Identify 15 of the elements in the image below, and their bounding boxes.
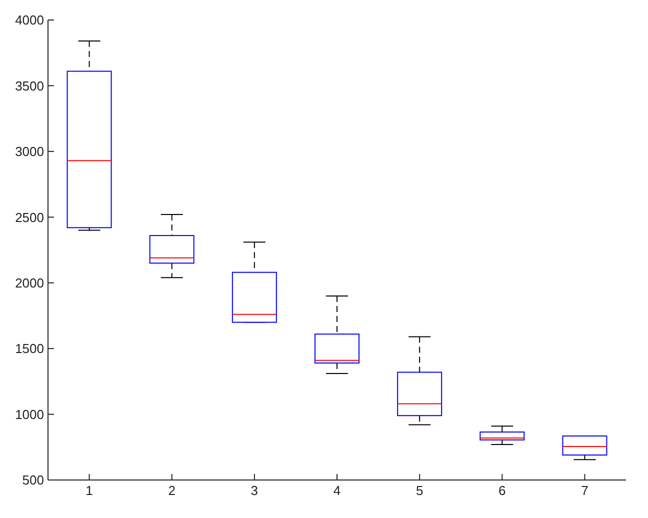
y-tick-label: 3500 <box>15 78 44 94</box>
x-tick-label: 3 <box>250 483 258 498</box>
y-tick-label: 2500 <box>15 210 44 225</box>
y-tick-label: 1000 <box>15 406 44 422</box>
x-tick-label: 1 <box>86 483 93 498</box>
x-tick-label: 5 <box>416 483 424 498</box>
y-tick-label: 1500 <box>15 341 44 356</box>
x-tick-label: 7 <box>581 483 588 498</box>
y-tick-label: 4000 <box>15 12 44 28</box>
y-tick-label: 2000 <box>15 275 44 290</box>
x-tick-label: 2 <box>168 483 176 498</box>
y-tick-label: 3000 <box>15 144 44 160</box>
x-tick-label: 6 <box>498 483 506 498</box>
x-tick-label: 4 <box>333 483 341 498</box>
y-tick-label: 500 <box>22 472 44 488</box>
